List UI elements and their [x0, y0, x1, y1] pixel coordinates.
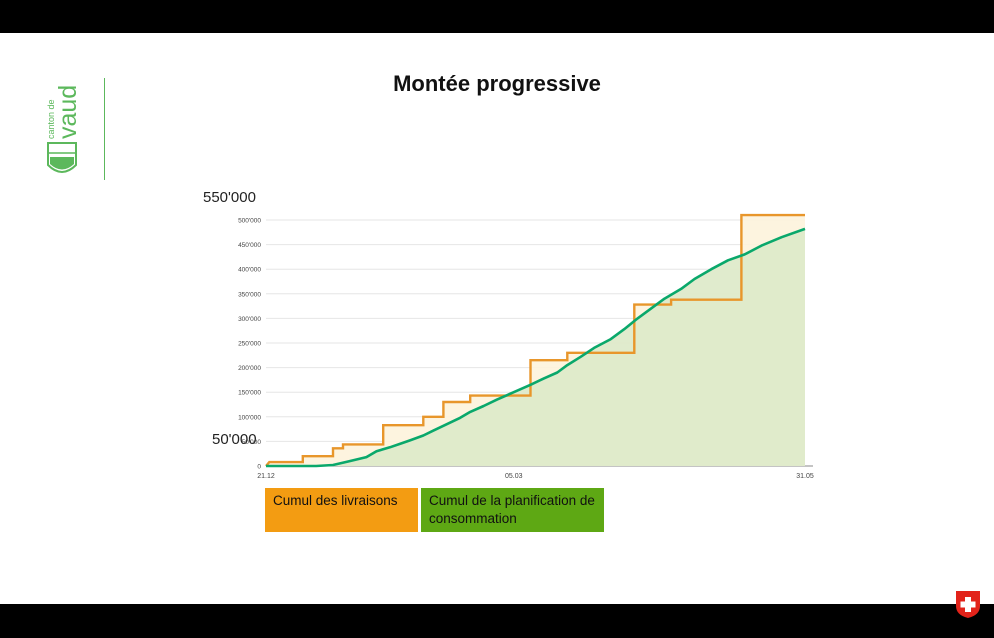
y-tick-label: 150'000	[238, 390, 261, 397]
y-tick-label: 250'000	[238, 341, 261, 348]
swiss-flag-icon	[956, 591, 980, 618]
y-tick-label: 400'000	[238, 267, 261, 274]
legend-deliveries: Cumul des livraisons	[265, 488, 418, 532]
planning-area	[266, 228, 805, 466]
brand-line2: vaud	[54, 85, 82, 139]
y-tick-label: 200'000	[238, 365, 261, 372]
y-tick-label: 50'000	[242, 439, 262, 446]
vaud-coat-of-arms-icon	[47, 142, 77, 173]
y-tick-label: 100'000	[238, 414, 261, 421]
top-value-label: 550'000	[203, 189, 256, 206]
page-title: Montée progressive	[393, 71, 601, 96]
slide: Montée progressive canton de vaud 550'00…	[0, 33, 994, 604]
brand-line1: canton de	[46, 99, 56, 139]
y-tick-label: 0	[257, 464, 261, 471]
canton-vaud-logo: canton de vaud	[46, 85, 82, 173]
legend-planning: Cumul de la planification de consommatio…	[421, 488, 604, 532]
y-tick-label: 500'000	[238, 218, 261, 225]
x-tick-label: 21.12	[257, 473, 275, 480]
x-tick-label: 05.03	[505, 473, 523, 480]
y-tick-label: 300'000	[238, 316, 261, 323]
logo-divider	[104, 78, 105, 180]
low-value-label: 50'000	[212, 431, 257, 448]
x-tick-label: 31.05	[796, 473, 814, 480]
series-line-deliveries	[265, 213, 805, 467]
y-tick-label: 350'000	[238, 291, 261, 298]
y-tick-label: 450'000	[238, 242, 261, 249]
cumulative-chart: 0 50'000 100'000 150'000 200'000 250'000 300'0…	[238, 213, 814, 480]
series-line-planning	[266, 227, 806, 468]
